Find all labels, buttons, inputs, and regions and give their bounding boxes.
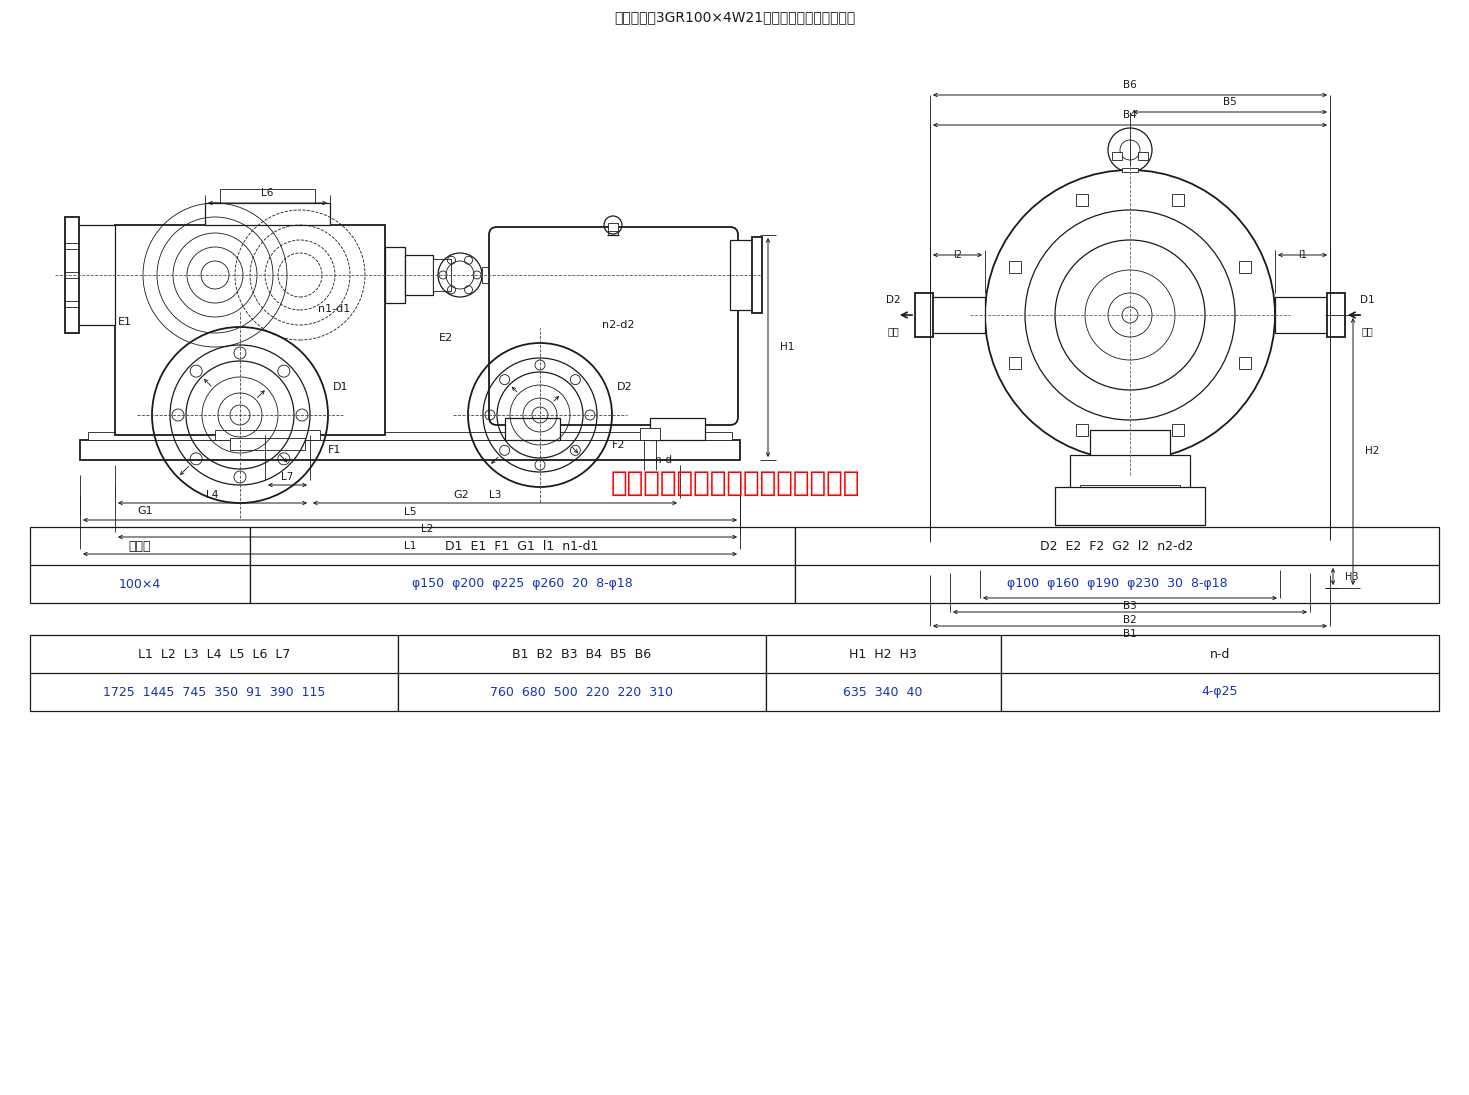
Bar <box>505 418 560 440</box>
Text: 出口: 出口 <box>887 326 899 336</box>
Bar <box>915 293 933 337</box>
Text: H1: H1 <box>780 343 795 353</box>
Bar <box>206 203 331 224</box>
Bar <box>214 430 320 440</box>
Text: G1: G1 <box>137 506 153 516</box>
Bar <box>1000 635 1440 711</box>
Text: B6: B6 <box>1124 80 1137 90</box>
Text: L4: L4 <box>206 489 219 500</box>
Text: 1725  1445  745  350  91  390  115: 1725 1445 745 350 91 390 115 <box>103 685 325 699</box>
Bar <box>1009 357 1021 369</box>
Text: L3: L3 <box>489 489 501 500</box>
Bar <box>405 255 433 295</box>
Bar <box>640 428 660 440</box>
Bar <box>1055 487 1205 525</box>
Bar <box>1240 357 1252 369</box>
Text: B3: B3 <box>1124 601 1137 611</box>
Text: 燃油输送泵3GR100×4W21三螺杆泵整机安装尺寸图: 燃油输送泵3GR100×4W21三螺杆泵整机安装尺寸图 <box>614 10 855 24</box>
Text: B1  B2  B3  B4  B5  B6: B1 B2 B3 B4 B5 B6 <box>513 647 652 660</box>
Text: 4-φ25: 4-φ25 <box>1202 685 1238 699</box>
Bar <box>1077 194 1089 206</box>
Text: B5: B5 <box>1224 97 1237 107</box>
Bar <box>29 635 398 711</box>
Bar <box>220 189 314 203</box>
Bar <box>115 224 385 435</box>
Text: 版权：河北远东泵业制造有限公司: 版权：河北远东泵业制造有限公司 <box>610 469 859 497</box>
Text: B1: B1 <box>1124 629 1137 639</box>
Bar <box>649 418 705 440</box>
Text: n-d: n-d <box>1210 647 1230 660</box>
Bar <box>765 635 1000 711</box>
Bar <box>930 297 986 333</box>
Bar <box>752 237 762 313</box>
Text: n2-d2: n2-d2 <box>602 320 635 330</box>
Text: D2  E2  F2  G2  l2  n2-d2: D2 E2 F2 G2 l2 n2-d2 <box>1040 540 1194 553</box>
Text: D2: D2 <box>886 295 900 306</box>
Bar <box>79 440 740 460</box>
Bar <box>385 247 405 303</box>
Bar <box>231 438 306 450</box>
Text: B2: B2 <box>1124 615 1137 625</box>
Bar <box>482 267 497 283</box>
Bar <box>1080 485 1180 503</box>
Text: 泵型号: 泵型号 <box>129 540 151 553</box>
Text: B4: B4 <box>1124 110 1137 120</box>
Bar <box>1138 152 1147 160</box>
Bar <box>730 240 752 310</box>
Text: n-d: n-d <box>655 456 671 465</box>
Bar <box>76 224 115 325</box>
Text: l2: l2 <box>953 250 962 260</box>
Bar <box>1077 425 1089 437</box>
Bar <box>950 566 1310 588</box>
Text: H2: H2 <box>1365 447 1379 457</box>
Text: 635  340  40: 635 340 40 <box>843 685 923 699</box>
Bar <box>1069 456 1190 489</box>
Text: 100×4: 100×4 <box>119 577 162 590</box>
Bar <box>1112 152 1122 160</box>
Text: L2: L2 <box>422 525 433 534</box>
Bar <box>88 433 732 440</box>
Text: D1  E1  F1  G1  l1  n1-d1: D1 E1 F1 G1 l1 n1-d1 <box>445 540 599 553</box>
Bar <box>1172 425 1184 437</box>
Text: E1: E1 <box>118 316 132 327</box>
Text: L6: L6 <box>261 188 273 198</box>
Text: n1-d1: n1-d1 <box>317 304 350 314</box>
Bar <box>398 635 765 711</box>
Text: F2: F2 <box>613 440 626 450</box>
Text: D1: D1 <box>333 382 348 392</box>
Bar <box>930 540 1329 570</box>
Bar <box>1327 293 1346 337</box>
Bar <box>1122 168 1138 172</box>
Bar <box>250 527 795 603</box>
Bar <box>1275 297 1329 333</box>
Bar <box>29 527 250 603</box>
Text: E2: E2 <box>439 333 452 343</box>
Bar <box>795 527 1440 603</box>
FancyBboxPatch shape <box>489 227 737 425</box>
Text: 760  680  500  220  220  310: 760 680 500 220 220 310 <box>491 685 673 699</box>
Text: D2: D2 <box>617 382 633 392</box>
Text: H1  H2  H3: H1 H2 H3 <box>849 647 917 660</box>
Text: H3: H3 <box>1346 572 1359 581</box>
Text: D1: D1 <box>1360 295 1375 306</box>
Text: φ150  φ200  φ225  φ260  20  8-φ18: φ150 φ200 φ225 φ260 20 8-φ18 <box>411 577 632 590</box>
Text: 进口: 进口 <box>1362 326 1374 336</box>
Bar <box>1009 262 1021 273</box>
Text: L1  L2  L3  L4  L5  L6  L7: L1 L2 L3 L4 L5 L6 L7 <box>138 647 291 660</box>
Bar <box>1240 262 1252 273</box>
Text: L1: L1 <box>404 541 416 551</box>
Text: l1: l1 <box>1299 250 1307 260</box>
Bar <box>608 223 618 231</box>
Bar <box>1080 561 1180 573</box>
Text: φ100  φ160  φ190  φ230  30  8-φ18: φ100 φ160 φ190 φ230 30 8-φ18 <box>1006 577 1227 590</box>
Text: L7: L7 <box>281 472 294 482</box>
Bar <box>1090 430 1169 460</box>
Text: G2: G2 <box>452 489 469 500</box>
Text: L5: L5 <box>404 507 416 517</box>
Bar <box>1172 194 1184 206</box>
Bar <box>433 260 451 291</box>
Bar <box>65 217 79 333</box>
Text: F1: F1 <box>328 445 341 456</box>
